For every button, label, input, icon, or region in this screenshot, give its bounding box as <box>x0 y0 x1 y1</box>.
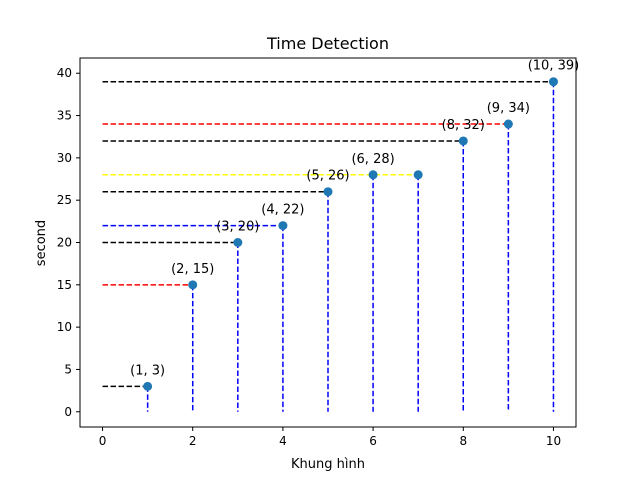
y-tick-label: 15 <box>57 278 72 292</box>
data-point <box>323 187 333 197</box>
y-tick-label: 20 <box>57 236 72 250</box>
data-point <box>458 136 468 146</box>
data-label: (2, 15) <box>171 262 214 277</box>
y-tick-label: 5 <box>64 362 72 376</box>
data-label: (8, 32) <box>442 118 485 133</box>
x-tick-label: 2 <box>189 434 197 448</box>
data-label: (1, 3) <box>130 363 165 378</box>
data-point <box>278 221 288 231</box>
y-axis-label: second <box>34 220 49 266</box>
chart-title: Time Detection <box>266 34 389 53</box>
data-point <box>188 280 198 290</box>
data-point <box>233 238 243 247</box>
x-tick-label: 10 <box>546 434 561 448</box>
ticks: 0 2 4 6 8 10 0 5 10 15 20 25 30 35 40 <box>57 66 561 448</box>
x-tick-label: 4 <box>279 434 287 448</box>
y-tick-label: 40 <box>57 66 72 80</box>
data-point <box>143 381 153 391</box>
x-axis-label: Khung hình <box>291 457 365 472</box>
data-label: (4, 22) <box>261 203 304 218</box>
plot-area: (1, 3) (2, 15) (3, 20)(4, 22) (5, 26)(6, 28… <box>102 59 580 412</box>
data-label: (5, 26) <box>306 169 349 184</box>
y-tick-label: 30 <box>57 151 72 165</box>
data-point <box>413 170 423 180</box>
x-tick-label: 6 <box>369 434 377 448</box>
x-tick-label: 0 <box>99 434 107 448</box>
y-tick-label: 10 <box>57 320 72 334</box>
y-tick-label: 0 <box>64 405 72 419</box>
data-point <box>503 119 513 129</box>
y-tick-label: 25 <box>57 193 72 207</box>
data-label: (10, 39) <box>528 59 580 74</box>
x-tick-label: 8 <box>459 434 467 448</box>
data-label: (6, 28) <box>351 152 394 167</box>
data-point <box>548 77 558 87</box>
data-label: (9, 34) <box>487 101 530 116</box>
data-point <box>368 170 378 180</box>
data-label: (3, 20) <box>216 220 259 235</box>
y-tick-label: 35 <box>57 109 72 123</box>
